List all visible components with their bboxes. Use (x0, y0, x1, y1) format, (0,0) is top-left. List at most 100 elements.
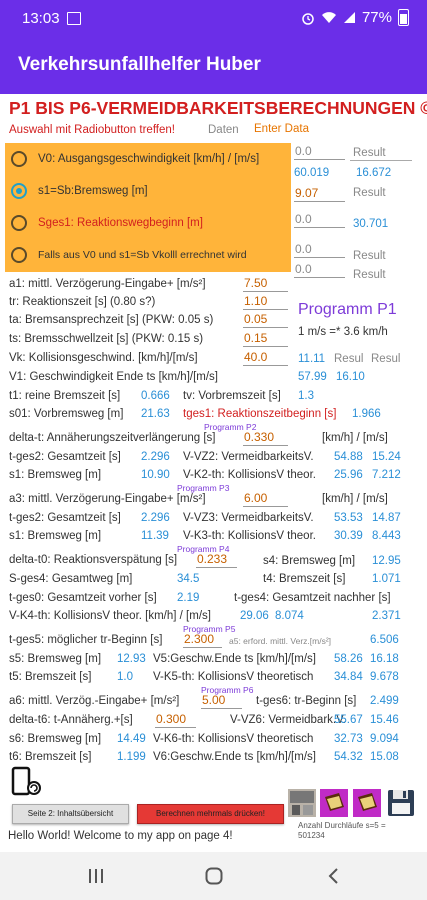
tges2-value: 2.296 (141, 451, 170, 463)
radio-circle-checked[interactable] (11, 183, 27, 199)
radio-group: V0: Ausgangsgeschwindigkeit [km/h] / [m/… (5, 143, 291, 272)
count-line2: 501234 (298, 831, 325, 840)
back-icon[interactable] (324, 866, 344, 886)
program-p2-tag: Programm P2 (204, 422, 257, 432)
t4-label: t4: Bremszeit [s] (263, 573, 346, 585)
input-v0[interactable]: 0.0 (294, 144, 345, 160)
result-label: Result (353, 147, 386, 159)
hint-text: Auswahl mit Radiobutton treffen! (9, 124, 175, 136)
vk-input[interactable]: 40.0 (243, 350, 288, 366)
t1-label: t1: reine Bremszeit [s] (9, 390, 121, 402)
radio-circle[interactable] (11, 151, 27, 167)
k4-ms: 8.074 (275, 610, 304, 622)
vz2-kmh: 54.88 (334, 451, 363, 463)
unit-label: [km/h] / [m/s] (322, 493, 388, 505)
s4-value: 12.95 (372, 555, 401, 567)
s01-value: 21.63 (141, 408, 170, 420)
radio-v0[interactable]: V0: Ausgangsgeschwindigkeit [km/h] / [m/… (5, 145, 291, 176)
t5-label: t5: Bremszeit [s] (9, 671, 92, 683)
input-s1[interactable]: 9.07 (294, 186, 345, 202)
t6-label: t6: Bremszeit [s] (9, 751, 92, 763)
photo-thumbnail-icon[interactable] (287, 787, 317, 819)
input-sges1[interactable]: 0.0 (294, 212, 345, 228)
vz2-ms: 15.24 (372, 451, 401, 463)
tges6-label: t-ges6: tr-Beginn [s] (256, 695, 357, 707)
result-v0-ms: 16.672 (356, 167, 392, 179)
tges5-input[interactable]: 2.300 (183, 632, 222, 648)
result-label: Result (353, 250, 386, 262)
vz6-ms: 15.46 (370, 714, 399, 726)
vz6-label: V-VZ6: Vermeidbark.V. (230, 714, 346, 726)
dt6-input[interactable]: 0.300 (155, 712, 196, 728)
dt-input[interactable]: 0.330 (243, 430, 288, 446)
main-content[interactable]: P1 BIS P6-VERMEIDBARKEITSBERECHNUNGEN © … (0, 94, 427, 852)
k3-label: V-K3-th: KollisionsV theor. (183, 530, 316, 542)
v5-label: V5:Geschw.Ende ts [km/h]/[m/s] (153, 653, 316, 665)
radio-circle[interactable] (11, 247, 27, 263)
a1-input[interactable]: 7.50 (243, 276, 288, 292)
recent-apps-icon[interactable] (86, 866, 106, 886)
v5-kmh: 58.26 (334, 653, 363, 665)
program-p4-tag: Programm P4 (177, 544, 230, 554)
program-p6-tag: Programm P6 (201, 685, 254, 695)
dt-label: delta-t: Annäherungszeitverlängerung [s] (9, 432, 216, 444)
a5-value: 6.506 (370, 634, 399, 646)
tr-input[interactable]: 1.10 (243, 294, 288, 310)
tges4-value: 2.371 (372, 610, 401, 622)
battery-percent: 77% (361, 9, 392, 26)
tges1-label: tges1: Reaktionszeitbeginn [s] (183, 408, 337, 420)
v6-ms: 15.08 (370, 751, 399, 763)
page2-button[interactable]: Seite 2: Inhaltsübersicht (12, 804, 129, 824)
save-floppy-icon[interactable] (386, 787, 416, 819)
radio-s1[interactable]: s1=Sb:Bremsweg [m] (5, 177, 291, 208)
v1-ms: 16.10 (336, 371, 365, 383)
count-line1: Anzahl Durchläufe s=5 = (298, 821, 386, 830)
s1-p2-value: 10.90 (141, 469, 170, 481)
ts-input[interactable]: 0.15 (243, 331, 288, 347)
a1-label: a1: mittl. Verzögerung-Eingabe+ [m/s²] (9, 278, 206, 290)
unit-label: [km/h] / [m/s] (322, 432, 388, 444)
radio-label: Falls aus V0 und s1=Sb Vkolll errechnet … (38, 249, 247, 261)
ta-input[interactable]: 0.05 (243, 312, 288, 328)
phone-rotate-icon[interactable] (10, 766, 41, 798)
dt0-input[interactable]: 0.233 (196, 552, 237, 568)
vz6-kmh: 55.67 (334, 714, 363, 726)
k5-label: V-K5-th: KollisionsV theoretisch (153, 671, 314, 683)
result-label: Result (353, 187, 386, 199)
k2-kmh: 25.96 (334, 469, 363, 481)
home-icon[interactable] (204, 866, 224, 886)
tges6-value: 2.499 (370, 695, 399, 707)
k3-ms: 8.443 (372, 530, 401, 542)
book-icon[interactable] (319, 787, 349, 819)
s1-p3-label: s1: Bremsweg [m] (9, 530, 102, 542)
result-label: Result (353, 269, 386, 281)
s5-label: s5: Bremsweg [m] (9, 653, 102, 665)
input-vkoll[interactable]: 0.0 (294, 242, 345, 258)
book-icon-2[interactable] (352, 787, 382, 819)
dt6-label: delta-t6: t-Annäherg.+[s] (9, 714, 133, 726)
program-p1-title: Programm P1 (298, 301, 397, 318)
k3-kmh: 30.39 (334, 530, 363, 542)
a6-input[interactable]: 5.00 (201, 693, 242, 709)
app-title: Verkehrsunfallhelfer Huber (18, 54, 261, 75)
radio-label: V0: Ausgangsgeschwindigkeit [km/h] / [m/… (38, 153, 260, 165)
radio-label: s1=Sb:Bremsweg [m] (38, 185, 148, 197)
v6-kmh: 54.32 (334, 751, 363, 763)
a3-input[interactable]: 6.00 (243, 491, 288, 507)
radio-vkoll[interactable]: Falls aus V0 und s1=Sb Vkolll errechnet … (5, 241, 291, 272)
radio-circle[interactable] (11, 215, 27, 231)
input-extra[interactable]: 0.0 (294, 262, 345, 278)
k5-kmh: 34.84 (334, 671, 363, 683)
k2-ms: 7.212 (372, 469, 401, 481)
app-bar: Verkehrsunfallhelfer Huber (0, 38, 427, 94)
vz3-ms: 14.87 (372, 512, 401, 524)
image-icon (67, 12, 81, 25)
compute-button[interactable]: Berechnen mehrmals drücken! (137, 804, 284, 824)
result-v0-kmh: 60.019 (294, 167, 330, 179)
result-sges1: 30.701 (353, 218, 389, 230)
t1-value: 0.666 (141, 390, 170, 402)
v5-ms: 16.18 (370, 653, 399, 665)
vz3-kmh: 53.53 (334, 512, 363, 524)
program-p5-tag: Programm P5 (183, 624, 236, 634)
radio-sges1[interactable]: Sges1: Reaktionswegbeginn [m] (5, 209, 291, 240)
